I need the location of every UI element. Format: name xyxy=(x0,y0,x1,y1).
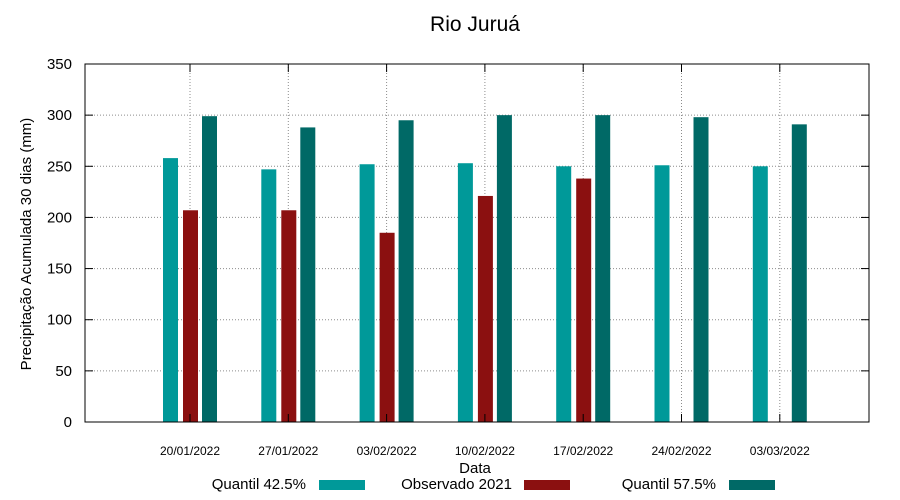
bar-series-1 xyxy=(281,210,297,422)
bars xyxy=(163,115,807,423)
chart-title: Rio Juruá xyxy=(430,13,520,36)
bar-series-0 xyxy=(359,164,375,423)
y-tick-label: 150 xyxy=(47,261,72,278)
bar-series-2 xyxy=(398,120,414,422)
y-tick-label: 100 xyxy=(47,312,72,329)
y-tick-label: 250 xyxy=(47,158,72,175)
y-tick-label: 200 xyxy=(47,209,72,226)
bar-series-2 xyxy=(202,116,217,422)
legend-swatch-2 xyxy=(729,480,775,490)
x-axis-label: Data xyxy=(459,460,491,477)
bar-series-1 xyxy=(576,178,592,422)
bar-series-0 xyxy=(556,166,572,422)
bar-series-2 xyxy=(693,117,709,422)
y-tick-label: 50 xyxy=(55,363,72,380)
legend-swatch-1 xyxy=(524,480,570,490)
bar-series-1 xyxy=(379,232,395,422)
y-tick-label: 0 xyxy=(64,414,72,431)
bar-series-2 xyxy=(496,115,512,423)
x-tick-label: 27/01/2022 xyxy=(258,444,318,458)
bar-series-1 xyxy=(477,195,493,422)
x-tick-label: 24/02/2022 xyxy=(651,444,711,458)
x-tick-label: 10/02/2022 xyxy=(455,444,515,458)
legend-label-2: Quantil 57.5% xyxy=(622,476,716,493)
legend-label-1: Observado 2021 xyxy=(401,476,512,493)
bar-series-2 xyxy=(595,115,611,423)
legend: Quantil 42.5% Observado 2021 Quantil 57.5% xyxy=(212,476,775,493)
bar-series-2 xyxy=(300,127,316,422)
bar-series-0 xyxy=(752,166,768,422)
y-axis-ticks: 0 50 100 150 200 250 300 350 xyxy=(47,56,869,431)
legend-label-0: Quantil 42.5% xyxy=(212,476,306,493)
x-tick-label: 03/02/2022 xyxy=(357,444,417,458)
bar-series-0 xyxy=(261,169,277,422)
y-axis-label: Precipitação Acumulada 30 dias (mm) xyxy=(18,118,35,371)
bar-series-1 xyxy=(183,210,198,422)
bar-series-2 xyxy=(791,124,807,422)
x-axis-ticks: 20/01/2022 27/01/2022 03/02/2022 10/02/2022… xyxy=(160,64,810,458)
y-tick-label: 300 xyxy=(47,107,72,124)
legend-swatch-0 xyxy=(319,480,365,490)
plot-frame xyxy=(84,63,870,423)
x-tick-label: 20/01/2022 xyxy=(160,444,220,458)
bar-series-0 xyxy=(654,165,670,422)
x-tick-label: 03/03/2022 xyxy=(750,444,810,458)
x-tick-label: 17/02/2022 xyxy=(553,444,613,458)
bar-series-0 xyxy=(163,158,178,423)
y-tick-label: 350 xyxy=(47,56,72,73)
bar-series-0 xyxy=(457,163,473,422)
